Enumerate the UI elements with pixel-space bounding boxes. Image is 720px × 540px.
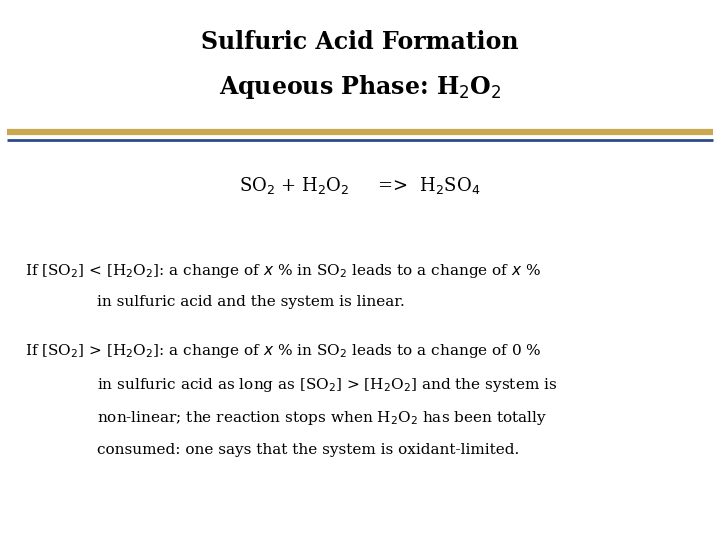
Text: in sulfuric acid and the system is linear.: in sulfuric acid and the system is linea…	[97, 295, 405, 309]
Text: consumed: one says that the system is oxidant-limited.: consumed: one says that the system is ox…	[97, 443, 519, 457]
Text: in sulfuric acid as long as [SO$_2$] > [H$_2$O$_2$] and the system is: in sulfuric acid as long as [SO$_2$] > […	[97, 376, 557, 394]
Text: If [SO$_2$] > [H$_2$O$_2$]: a change of $x$ % in SO$_2$ leads to a change of 0 %: If [SO$_2$] > [H$_2$O$_2$]: a change of …	[25, 342, 542, 360]
Text: non-linear; the reaction stops when H$_2$O$_2$ has been totally: non-linear; the reaction stops when H$_2…	[97, 409, 547, 427]
Text: Sulfuric Acid Formation: Sulfuric Acid Formation	[202, 30, 518, 53]
Text: SO$_2$ + H$_2$O$_2$     =>  H$_2$SO$_4$: SO$_2$ + H$_2$O$_2$ => H$_2$SO$_4$	[239, 176, 481, 197]
Text: Aqueous Phase: H$_2$O$_2$: Aqueous Phase: H$_2$O$_2$	[219, 73, 501, 101]
Text: If [SO$_2$] < [H$_2$O$_2$]: a change of $x$ % in SO$_2$ leads to a change of $x$: If [SO$_2$] < [H$_2$O$_2$]: a change of …	[25, 262, 541, 280]
